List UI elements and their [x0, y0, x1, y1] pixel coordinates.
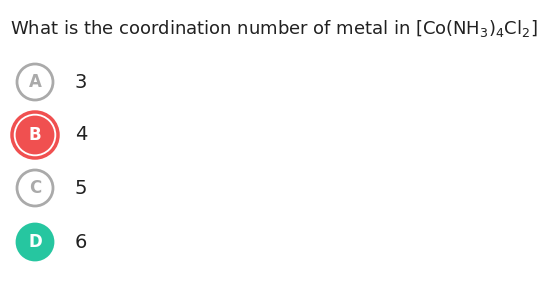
Text: A: A — [29, 73, 41, 91]
Text: D: D — [28, 233, 42, 251]
Circle shape — [17, 64, 53, 100]
Text: 6: 6 — [75, 232, 87, 252]
Circle shape — [17, 117, 53, 153]
Text: What is the coordination number of metal in [Co(NH$_3)_4$Cl$_2$]: What is the coordination number of metal… — [10, 18, 538, 39]
Text: B: B — [29, 126, 41, 144]
Text: C: C — [29, 179, 41, 197]
Circle shape — [17, 170, 53, 206]
Text: 5: 5 — [75, 178, 88, 197]
Text: 3: 3 — [75, 73, 87, 91]
Text: 4: 4 — [75, 125, 87, 145]
Circle shape — [17, 224, 53, 260]
